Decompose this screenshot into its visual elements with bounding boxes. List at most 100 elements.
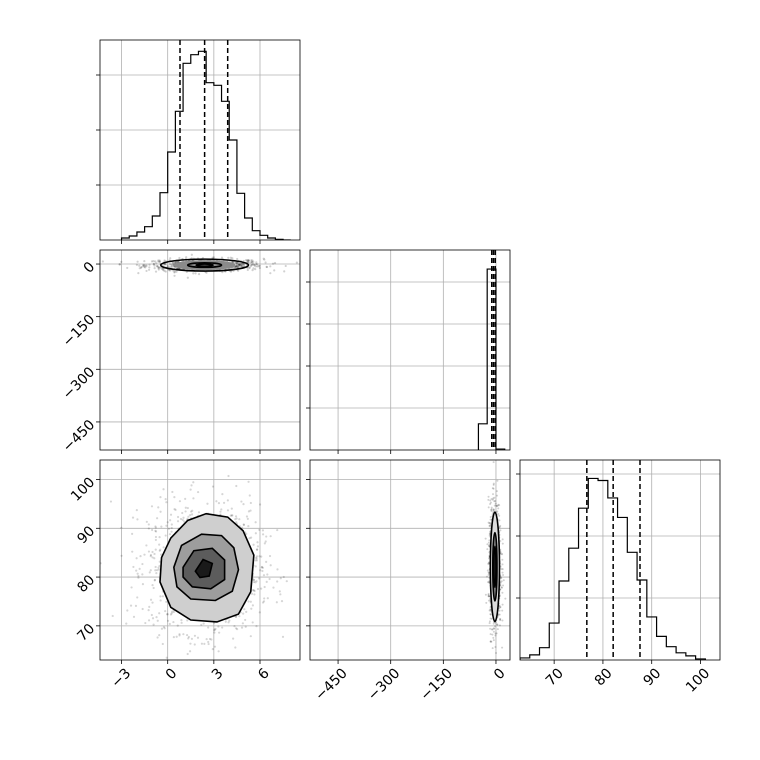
scatter-point [154,526,157,529]
scatter-point [235,262,238,265]
scatter-point [132,615,136,618]
scatter-point [489,613,492,616]
grid-lines [100,250,300,450]
scatter-point [284,264,287,268]
scatter-point [161,642,164,646]
scatter-point [500,577,503,580]
scatter-point [212,256,215,259]
x-tick-label: 70 [543,665,567,689]
scatter-point [213,629,216,632]
y-tick-label: 70 [74,621,98,645]
scatter-point [166,264,169,267]
scatter-point [239,262,242,265]
scatter-point [232,637,235,640]
scatter-point [250,260,253,263]
scatter-point [494,502,497,505]
scatter-point [268,577,271,581]
scatter-point [487,506,490,509]
scatter-point [248,266,251,269]
scatter-point [487,571,490,574]
scatter-point [247,259,250,262]
scatter-point [237,262,241,265]
scatter-point [126,609,129,612]
scatter-point [258,611,261,614]
scatter-point [235,521,238,524]
scatter-point [501,586,504,589]
scatter-point [120,554,123,557]
scatter-point [154,548,157,551]
hist-panel-param-1 [306,249,511,454]
scatter-point [142,265,145,268]
scatter-point [499,529,502,532]
scatter-point [488,522,491,525]
scatter-point [240,500,243,503]
scatter-point [157,265,160,269]
scatter-point [487,573,490,576]
scatter-point [501,568,504,571]
scatter-point [234,615,238,619]
scatter-point [497,512,500,515]
scatter-point [488,533,491,536]
scatter-point [158,260,161,263]
scatter-point [266,597,269,600]
scatter-point [499,617,502,620]
scatter-point [165,600,168,603]
scatter-point [241,262,244,265]
scatter-point [247,525,250,528]
scatter-point [499,605,502,608]
scatter-point [498,504,501,507]
density-contour [186,262,223,269]
scatter-point [251,589,255,592]
scatter-point [251,263,254,266]
scatter-point [269,272,272,275]
scatter-point [176,624,179,627]
scatter-point [189,488,192,491]
scatter-point [143,260,146,263]
scatter-point [253,264,256,267]
scatter-point [238,263,241,267]
scatter-point [159,595,162,598]
scatter-point [156,619,159,622]
scatter-point [234,261,237,264]
scatter-point [254,559,257,562]
scatter-point [136,572,139,575]
scatter-point [170,612,173,615]
scatter-point [155,262,158,265]
scatter-point [237,263,241,266]
scatter-point [125,622,128,625]
scatter-point [145,269,148,273]
scatter-point [190,510,193,513]
scatter-point [261,569,264,573]
scatter-point [246,259,249,262]
scatter-point [224,620,227,623]
scatter-point [137,272,140,275]
density-fill [173,260,236,271]
scatter-point [259,569,262,572]
scatter-point [163,263,166,266]
scatter-point [184,506,187,509]
density-fill [195,559,213,578]
scatter-point [490,508,493,511]
scatter-point [120,526,123,529]
scatter-panel-param-2-vs-1: −450 −300 −150 0 [306,459,511,704]
y-tick-label: 90 [74,523,98,547]
scatter-point [486,581,489,584]
scatter-point [156,636,159,639]
scatter-point [501,646,504,649]
scatter-point [276,580,279,583]
scatter-point [168,533,172,536]
scatter-point [185,256,188,259]
scatter-point [232,266,235,269]
scatter-point [158,560,161,563]
scatter-point [501,553,504,556]
scatter-point [235,261,238,264]
scatter-point [253,589,256,593]
scatter-point [258,264,261,267]
y-tick-label: −450 [60,417,99,456]
scatter-point [247,480,250,483]
scatter-point [489,640,492,643]
scatter-point [202,622,205,625]
scatter-point [168,622,171,626]
scatter-point [154,530,158,533]
panel-frame [309,459,511,661]
